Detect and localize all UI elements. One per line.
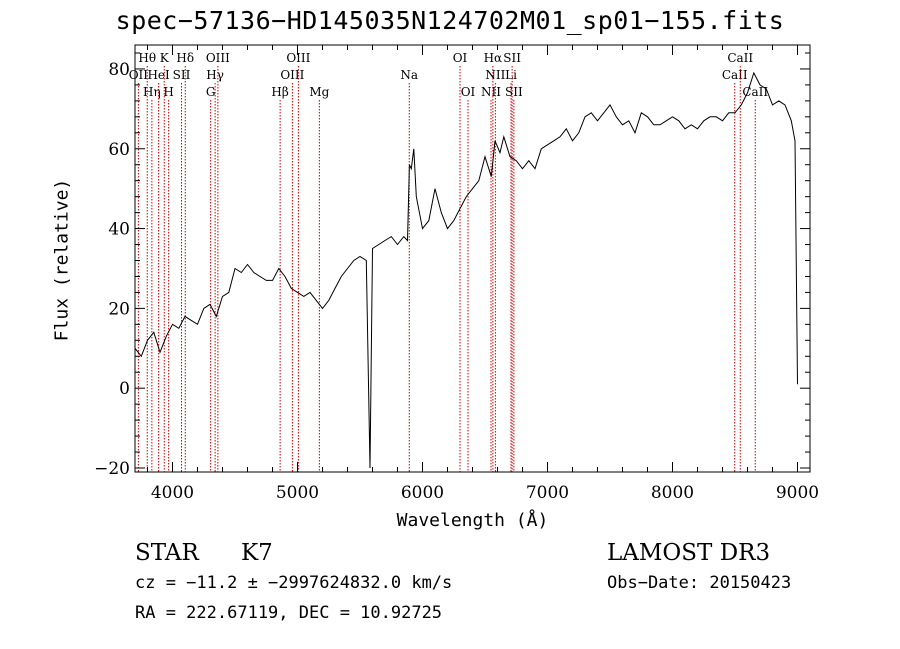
- line-marker-label: NII: [481, 85, 501, 99]
- y-tick-label: 40: [108, 220, 130, 240]
- line-marker-label: Hη: [143, 85, 161, 99]
- redshift-readout: cz = −11.2 ± −2997624832.0 km/s: [135, 573, 453, 593]
- y-tick-label: 80: [108, 60, 130, 80]
- observation-date: Obs−Date: 20150423: [607, 573, 792, 593]
- line-marker-label: H: [163, 85, 173, 99]
- line-marker-label: K: [160, 51, 170, 65]
- line-marker-label: CaII: [722, 68, 748, 82]
- line-marker-label: OIII: [206, 51, 230, 65]
- line-marker-label: OIII: [286, 51, 310, 65]
- line-marker-label: G: [206, 85, 216, 99]
- y-tick-label: 0: [119, 379, 130, 399]
- object-class: STAR: [135, 540, 199, 566]
- line-marker-label: NII: [485, 68, 505, 82]
- y-tick-label: 60: [108, 140, 130, 160]
- spectrum-line: [134, 71, 798, 469]
- line-marker-label: Na: [400, 68, 418, 82]
- line-marker-label: SII: [505, 85, 523, 99]
- chart-title: spec−57136−HD145035N124702M01_sp01−155.f…: [115, 6, 785, 35]
- line-marker-label: OI: [453, 51, 468, 65]
- coordinates-readout: RA = 222.67119, DEC = 10.92725: [135, 603, 443, 623]
- line-marker-label: CaII: [742, 85, 768, 99]
- object-subclass: K7: [241, 540, 273, 566]
- x-tick-label: 5000: [276, 483, 319, 503]
- line-marker-label: Hβ: [271, 85, 288, 99]
- x-tick-label: 9000: [776, 483, 819, 503]
- x-tick-label: 7000: [526, 483, 569, 503]
- line-marker-label: CaII: [727, 51, 753, 65]
- line-marker-label: OII: [129, 68, 149, 82]
- x-axis-label: Wavelength (Å): [396, 510, 549, 531]
- y-axis-label: Flux (relative): [51, 178, 73, 342]
- x-tick-label: 4000: [151, 483, 194, 503]
- y-tick-label: −20: [94, 459, 130, 479]
- line-marker-label: Hδ: [176, 51, 194, 65]
- x-tick-label: 6000: [401, 483, 444, 503]
- line-marker-label: Hα: [484, 51, 503, 65]
- line-marker-label: OI: [461, 85, 476, 99]
- line-marker-label: Mg: [309, 85, 329, 99]
- plot-area-frame: [134, 44, 811, 473]
- line-marker-label: HeI: [147, 68, 170, 82]
- survey-name: LAMOST DR3: [607, 540, 771, 566]
- axis-ticks: 4000 5000 6000 7000 8000 9000 −20 0 20 40 60 80: [94, 45, 819, 503]
- line-marker-label: OIII: [280, 68, 304, 82]
- line-marker-label: SII: [173, 68, 191, 82]
- line-marker-label: Hγ: [206, 68, 224, 82]
- x-tick-label: 8000: [651, 483, 694, 503]
- line-markers: OIIHθHηHeIKHSIIHδGHγOIIIHβOIIIOIIIMgNaOI…: [129, 51, 768, 472]
- y-tick-label: 20: [108, 299, 130, 319]
- line-marker-label: SII: [503, 51, 521, 65]
- line-marker-label: Hθ: [138, 51, 156, 65]
- line-marker-label: Li: [505, 68, 517, 82]
